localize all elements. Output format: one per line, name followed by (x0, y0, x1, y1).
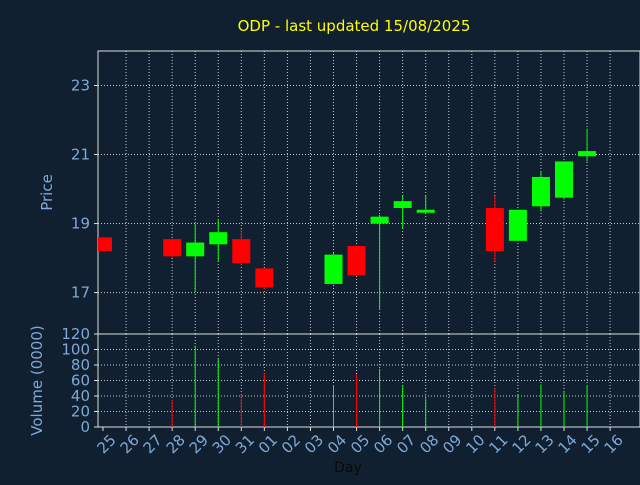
volume-tick-label: 0 (80, 418, 90, 436)
volume-tick-label: 100 (61, 341, 90, 359)
volume-tick-label: 80 (71, 356, 90, 374)
candle-body (393, 201, 412, 209)
candle-body (186, 242, 205, 257)
volume-tick-label: 120 (61, 325, 90, 343)
volume-tick-label: 60 (71, 372, 90, 390)
volume-tick-label: 20 (71, 403, 90, 421)
candle-body (163, 239, 182, 257)
candle-body (255, 268, 274, 288)
candle-body (416, 209, 435, 213)
candle-body (485, 208, 504, 252)
volume-axis-label: Volume (0000) (28, 325, 46, 435)
price-tick-label: 17 (71, 284, 90, 302)
price-tick-label: 21 (71, 146, 90, 164)
x-axis-label: Day (334, 460, 362, 476)
price-tick-label: 23 (71, 77, 90, 95)
candle-body (324, 254, 343, 284)
chart-title: ODP - last updated 15/08/2025 (238, 17, 471, 35)
price-axis-label: Price (38, 174, 56, 211)
candle-body (531, 176, 550, 207)
candle-body (508, 209, 527, 241)
volume-tick-label: 40 (71, 387, 90, 405)
candle-body (209, 232, 228, 245)
candle-body (347, 245, 366, 276)
x-tick-label: 16 (601, 431, 627, 457)
volume-panel-frame (97, 333, 640, 428)
candle-body (370, 216, 389, 224)
candle-body (578, 151, 597, 157)
price-tick-label: 19 (71, 215, 90, 233)
candle-body (232, 239, 251, 264)
candle-body (555, 161, 573, 198)
candle-body (98, 237, 112, 252)
